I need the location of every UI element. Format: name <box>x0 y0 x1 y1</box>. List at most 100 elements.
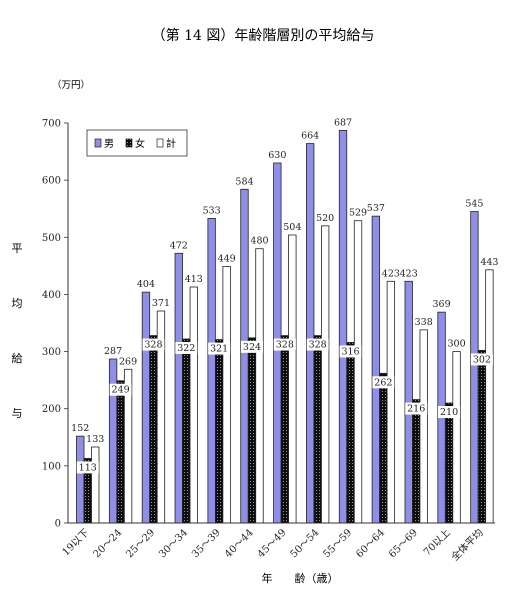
data-label-female: 216 <box>407 404 425 415</box>
data-label-female: 328 <box>144 340 162 351</box>
x-category-label: 全体平均 <box>448 526 485 563</box>
data-label-male: 472 <box>170 240 188 251</box>
y-axis-ticks: 0 100 200 300 400 500 600 700 <box>42 119 68 530</box>
y-tick-label: 200 <box>42 404 61 415</box>
y-tick-label: 600 <box>42 176 61 187</box>
axes <box>67 123 495 524</box>
bar-total <box>288 234 297 524</box>
y-axis-label-char: 給 <box>12 351 23 365</box>
legend: 男女計 <box>86 129 188 157</box>
bar-total <box>485 269 494 524</box>
chart-title: （第 14 図）年齢階層別の平均給与 <box>152 27 375 44</box>
x-axis-categories: 19以下 20～24 25～29 30～34 35～39 40～44 45～49 50～54 5… <box>61 526 486 563</box>
bar-male <box>404 280 413 524</box>
bar-female <box>346 342 355 524</box>
data-label-female: 262 <box>374 377 392 388</box>
x-category-label: 20～24 <box>92 527 125 560</box>
data-label-total: 300 <box>447 339 465 350</box>
x-category-label: 25～29 <box>124 527 157 560</box>
legend-box <box>86 129 188 157</box>
data-label-background <box>240 340 263 353</box>
data-label-female: 328 <box>309 340 327 351</box>
y-tick-label: 400 <box>42 290 61 301</box>
x-category-label: 45～49 <box>256 527 289 560</box>
data-label-male: 687 <box>334 117 352 128</box>
x-category-label: 35～39 <box>190 527 223 560</box>
x-category-label: 40～44 <box>223 527 256 560</box>
y-tick-label: 500 <box>42 233 61 244</box>
data-label-total: 413 <box>185 274 203 285</box>
data-label-male: 630 <box>268 150 286 161</box>
y-tick-label: 0 <box>55 519 61 530</box>
x-category-label: 65～69 <box>387 527 420 560</box>
bar-total <box>452 351 461 524</box>
data-label-female: 302 <box>473 354 491 365</box>
bar-total <box>91 446 100 524</box>
bar-total <box>255 248 264 524</box>
data-label-background <box>372 376 395 389</box>
legend-swatch-female <box>125 138 133 148</box>
y-axis-label: 平均給与 <box>12 242 23 420</box>
x-category-label: 30～34 <box>157 527 190 560</box>
data-label-background <box>438 406 461 418</box>
x-category-label: 70以上 <box>421 527 453 559</box>
data-label-male: 423 <box>400 268 418 279</box>
bar-total <box>386 280 396 524</box>
bar-female <box>444 402 454 524</box>
data-label-total: 520 <box>316 213 334 224</box>
legend-swatch-total <box>156 138 164 148</box>
bar-female <box>182 338 191 524</box>
bar-total <box>222 266 231 524</box>
y-tick-label: 100 <box>42 461 61 472</box>
data-label-total: 504 <box>283 222 301 233</box>
bar-male <box>174 252 183 524</box>
bar-female <box>477 350 487 524</box>
data-label-background <box>306 338 329 351</box>
data-label-female: 321 <box>210 344 228 355</box>
data-label-female: 322 <box>177 343 195 354</box>
data-label-female: 324 <box>243 342 261 353</box>
data-label-male: 369 <box>432 299 450 310</box>
bar-female <box>116 380 125 524</box>
bar-total <box>419 329 428 524</box>
data-label-background <box>273 338 296 351</box>
data-label-male: 545 <box>465 199 483 210</box>
data-label-background <box>405 402 428 415</box>
data-label-total: 371 <box>152 298 170 309</box>
bar-female <box>280 335 289 524</box>
data-label-male: 584 <box>235 176 253 187</box>
data-label-total: 133 <box>86 434 104 445</box>
bar-male <box>338 130 348 524</box>
bar-female <box>149 335 158 524</box>
legend-label-total: 計 <box>166 137 176 150</box>
y-tick-label: 700 <box>42 119 61 130</box>
bar-female <box>247 337 257 524</box>
data-label-female: 328 <box>276 340 294 351</box>
bar-male <box>141 291 151 524</box>
data-label-total: 338 <box>415 317 433 328</box>
x-category-label: 50～54 <box>289 527 322 560</box>
data-label-total: 443 <box>480 257 498 268</box>
data-label-background <box>339 345 362 358</box>
bar-female <box>379 372 388 524</box>
data-label-male: 152 <box>71 423 89 434</box>
data-label-female: 113 <box>79 462 97 473</box>
y-axis-label-char: 与 <box>12 407 23 420</box>
bar-total <box>353 220 363 524</box>
data-label-background <box>142 338 165 351</box>
data-label-background <box>109 383 132 396</box>
bar-female <box>313 335 322 524</box>
bar-female <box>214 339 224 524</box>
data-label-female: 249 <box>112 385 130 396</box>
data-label-background <box>470 353 493 366</box>
data-label-female: 210 <box>440 407 458 418</box>
bar-male <box>306 143 315 524</box>
data-label-total: 423 <box>382 268 400 279</box>
data-label-female: 316 <box>341 346 359 357</box>
y-axis-label-char: 均 <box>12 297 23 310</box>
bar-total <box>189 286 198 524</box>
bar-male <box>470 211 479 524</box>
legend-swatch-male <box>94 138 102 148</box>
